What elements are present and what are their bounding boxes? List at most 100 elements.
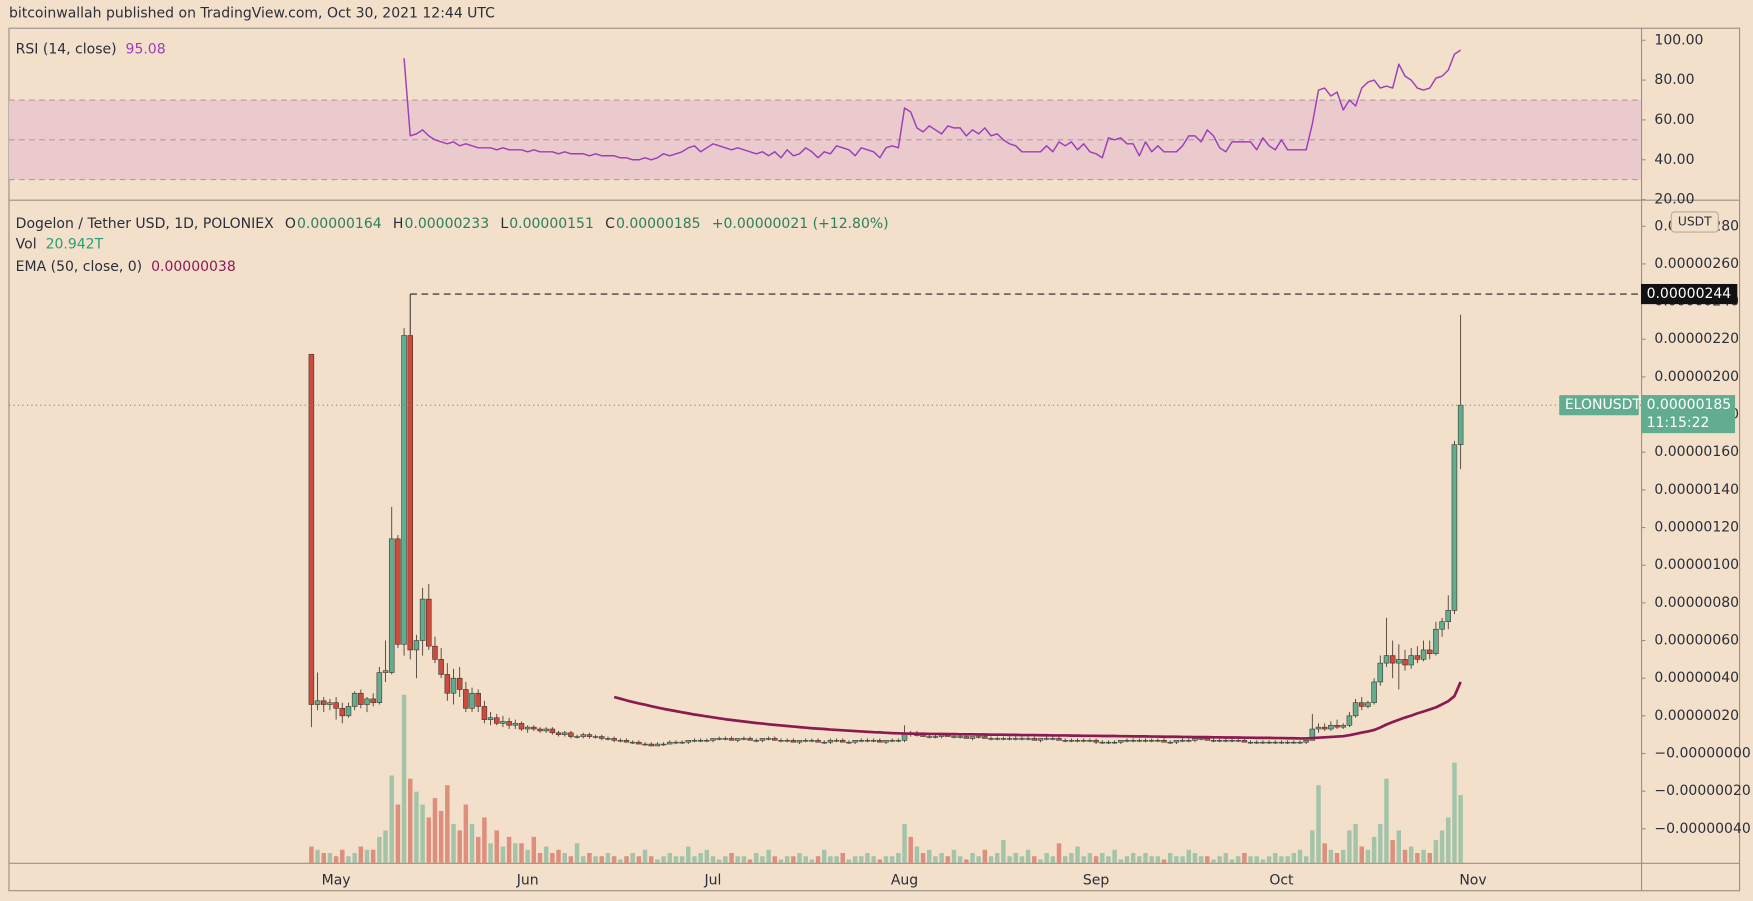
volume-bar	[1310, 830, 1315, 863]
candle-body	[772, 738, 778, 741]
volume-bar	[1371, 836, 1377, 863]
high-price-label: 0.00000244	[1647, 286, 1732, 302]
candle-body	[351, 692, 358, 707]
volume-bar	[1359, 846, 1365, 863]
volume-bar	[766, 849, 771, 863]
candle-body	[1130, 740, 1136, 742]
candle-body	[1025, 738, 1031, 740]
volume-bar	[593, 856, 598, 863]
candle-body	[1439, 621, 1445, 630]
candle-body	[1124, 740, 1130, 742]
volume-bar	[383, 830, 388, 863]
volume-bar	[1458, 795, 1463, 863]
volume-bar	[877, 859, 883, 863]
candle-body	[1006, 738, 1013, 740]
volume-bar	[395, 804, 401, 863]
candle-body	[376, 672, 383, 703]
volume-bar	[513, 843, 518, 863]
candle-body	[1235, 740, 1241, 742]
candle-body	[759, 738, 766, 741]
volume-bar	[1439, 830, 1445, 863]
volume-bar	[630, 853, 635, 863]
candle-body	[1192, 738, 1198, 741]
volume-bar	[1007, 856, 1012, 863]
candle-body	[858, 740, 865, 742]
volume-bar	[723, 856, 728, 863]
candle-body	[1241, 740, 1248, 743]
candle-body	[518, 723, 525, 730]
volume-bar	[933, 856, 938, 863]
volume-bar	[1328, 849, 1334, 863]
volume-bar	[791, 856, 796, 863]
candle-body	[821, 741, 827, 744]
volume-bar	[1433, 840, 1439, 863]
candle-body	[660, 743, 667, 746]
quote-value: 0.00000233	[404, 216, 489, 232]
volume-bar	[1365, 849, 1371, 863]
volume-bar	[315, 849, 320, 863]
candle-body	[1359, 702, 1365, 707]
candle-body	[592, 736, 599, 738]
volume-bar	[1001, 840, 1006, 863]
candle-body	[407, 335, 413, 651]
volume-bar	[1223, 853, 1229, 863]
volume-bar	[1069, 853, 1074, 863]
candle-body	[1371, 681, 1377, 703]
candle-body	[1155, 740, 1161, 742]
volume-bar	[358, 846, 364, 863]
volume-bar	[346, 856, 351, 863]
volume-bar	[1242, 853, 1247, 863]
volume-bar	[426, 817, 432, 863]
candle-body	[741, 738, 747, 740]
volume-bar	[333, 856, 339, 863]
candle-body	[1142, 740, 1149, 742]
volume-bar	[556, 849, 561, 863]
volume-bar	[370, 849, 376, 863]
volume-bar	[1192, 853, 1198, 863]
volume-bar	[1384, 778, 1389, 863]
x-tick-label: May	[322, 873, 351, 889]
candle-body	[1043, 738, 1050, 740]
volume-bar	[920, 853, 926, 863]
candle-body	[1414, 655, 1421, 660]
symbol-box	[1559, 395, 1639, 416]
volume-bar	[809, 859, 815, 863]
candle-body	[549, 728, 556, 734]
candle-body	[784, 740, 790, 742]
volume-bar	[1186, 849, 1192, 863]
volume-bar	[1050, 856, 1056, 863]
rsi-tick-label: 80.00	[1654, 72, 1694, 88]
volume-bar	[482, 817, 487, 863]
candle-body	[790, 740, 797, 743]
volume-bar	[741, 856, 747, 863]
volume-bar	[1415, 853, 1420, 863]
candle-body	[654, 743, 661, 747]
volume-bar	[859, 856, 864, 863]
volume-bar	[815, 856, 821, 863]
candle-body	[438, 659, 444, 675]
candle-body	[796, 740, 803, 743]
price-tick-label: 0.00000020	[1654, 708, 1739, 724]
volume-bar	[1402, 849, 1408, 863]
price-tick-label: 0.00000100	[1654, 557, 1739, 573]
candle-body	[753, 740, 760, 742]
candle-body	[1420, 649, 1427, 660]
volume-bar	[1075, 846, 1080, 863]
candle-body	[629, 741, 636, 744]
candle-body	[1074, 740, 1081, 742]
price-tick-label: −0.00000000	[1654, 745, 1750, 761]
publisher: bitcoinwallah published on TradingView.c…	[9, 6, 495, 22]
volume-bar	[778, 859, 784, 863]
volume-bar	[1254, 856, 1259, 863]
volume-bar	[994, 853, 1000, 863]
volume-bar	[1161, 859, 1167, 863]
volume-bar	[927, 849, 932, 863]
candle-body	[308, 354, 315, 705]
rsi-tick-label: 40.00	[1654, 152, 1694, 168]
candle-body	[932, 736, 939, 738]
candle-body	[1247, 741, 1254, 744]
candle-body	[611, 738, 617, 741]
candle-body	[1291, 741, 1297, 744]
candle-body	[883, 740, 889, 743]
price-pane	[308, 294, 1464, 747]
